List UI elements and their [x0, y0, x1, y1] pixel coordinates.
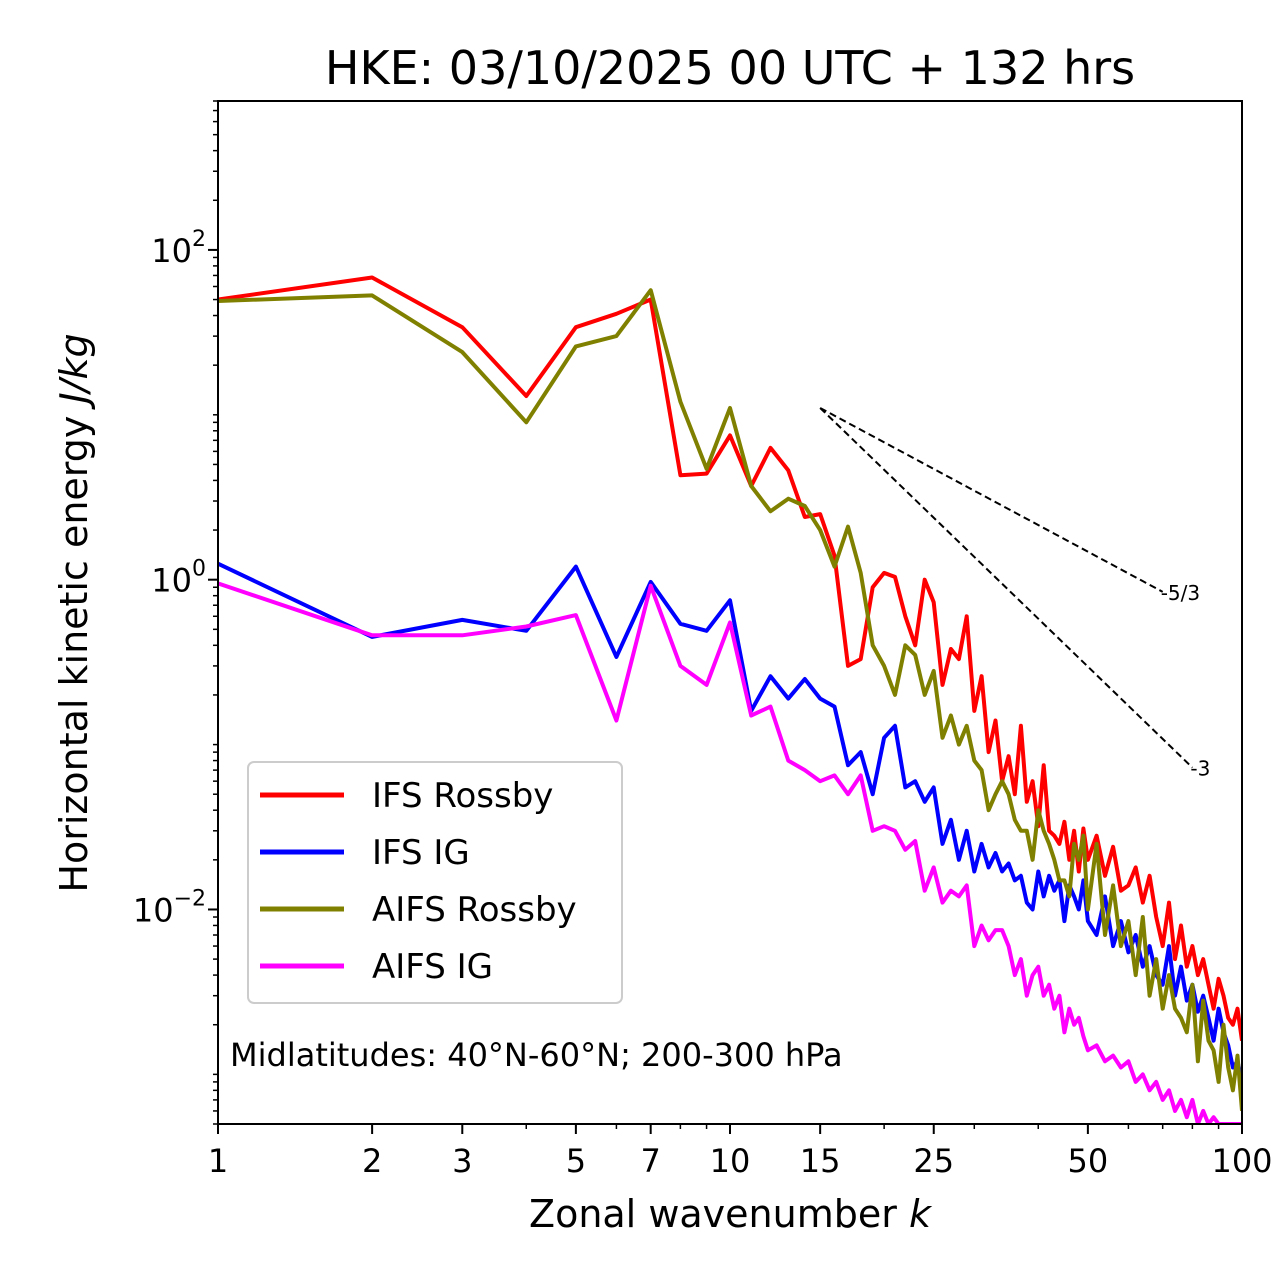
legend: IFS Rossby IFS IG AIFS Rossby AIFS IG — [247, 761, 623, 1004]
y-tick-label: 10−2 — [133, 886, 206, 929]
major-ticks — [208, 248, 1243, 1134]
series-layer — [218, 275, 1242, 1124]
legend-label: IFS Rossby — [372, 776, 553, 816]
slope-line-minus-5-3 — [819, 407, 1164, 593]
x-axis-label-text: Zonal wavenumber — [529, 1192, 897, 1236]
series-line-aifs-rossby — [218, 288, 1242, 1112]
y-tick-exponent: 2 — [192, 227, 206, 252]
x-tick-label: 10 — [710, 1142, 751, 1180]
y-tick-label: 102 — [151, 227, 206, 270]
legend-label: IFS IG — [372, 833, 470, 873]
series-line-ifs-ig — [218, 561, 1242, 1083]
legend-box — [247, 761, 623, 1004]
x-tick-label: 5 — [566, 1142, 586, 1180]
x-axis-variable: k — [909, 1192, 933, 1236]
x-tick-label: 25 — [913, 1142, 954, 1180]
y-tick-base: 10 — [151, 562, 192, 600]
legend-label: AIFS Rossby — [372, 890, 577, 930]
x-tick-label: 100 — [1211, 1142, 1272, 1180]
x-tick-label: 2 — [362, 1142, 382, 1180]
y-axis-label: Horizontal kinetic energy J/kg — [52, 333, 96, 892]
reference-slopes: -5/3 -3 — [819, 407, 1210, 781]
region-annotation: Midlatitudes: 40°N-60°N; 200-300 hPa — [230, 1036, 843, 1074]
x-tick-labels: 1 2 3 5 7 10 15 25 50 100 — [208, 1142, 1273, 1180]
x-tick-label: 50 — [1068, 1142, 1109, 1180]
y-axis-label-text: Horizontal kinetic energy — [52, 416, 96, 893]
slope-line-minus-3 — [819, 407, 1194, 769]
x-axis-label: Zonal wavenumber k — [529, 1192, 933, 1236]
x-tick-label: 3 — [452, 1142, 472, 1180]
chart-title: HKE: 03/10/2025 00 UTC + 132 hrs — [325, 41, 1135, 95]
y-tick-base: 10 — [133, 891, 174, 929]
legend-label: AIFS IG — [372, 947, 493, 987]
y-tick-base: 10 — [151, 232, 192, 270]
x-tick-label: 7 — [641, 1142, 661, 1180]
slope-label: -3 — [1190, 757, 1210, 781]
y-tick-label: 100 — [151, 557, 206, 600]
series-line-ifs-rossby — [218, 275, 1242, 1041]
y-tick-exponent: −2 — [174, 886, 206, 911]
x-tick-label: 15 — [800, 1142, 841, 1180]
plot-frame — [217, 100, 1243, 1125]
y-axis-unit: J/kg — [52, 333, 96, 410]
y-tick-exponent: 0 — [192, 557, 206, 582]
series-line-aifs-ig — [218, 581, 1242, 1124]
slope-label: -5/3 — [1161, 581, 1200, 605]
x-tick-label: 1 — [208, 1142, 228, 1180]
